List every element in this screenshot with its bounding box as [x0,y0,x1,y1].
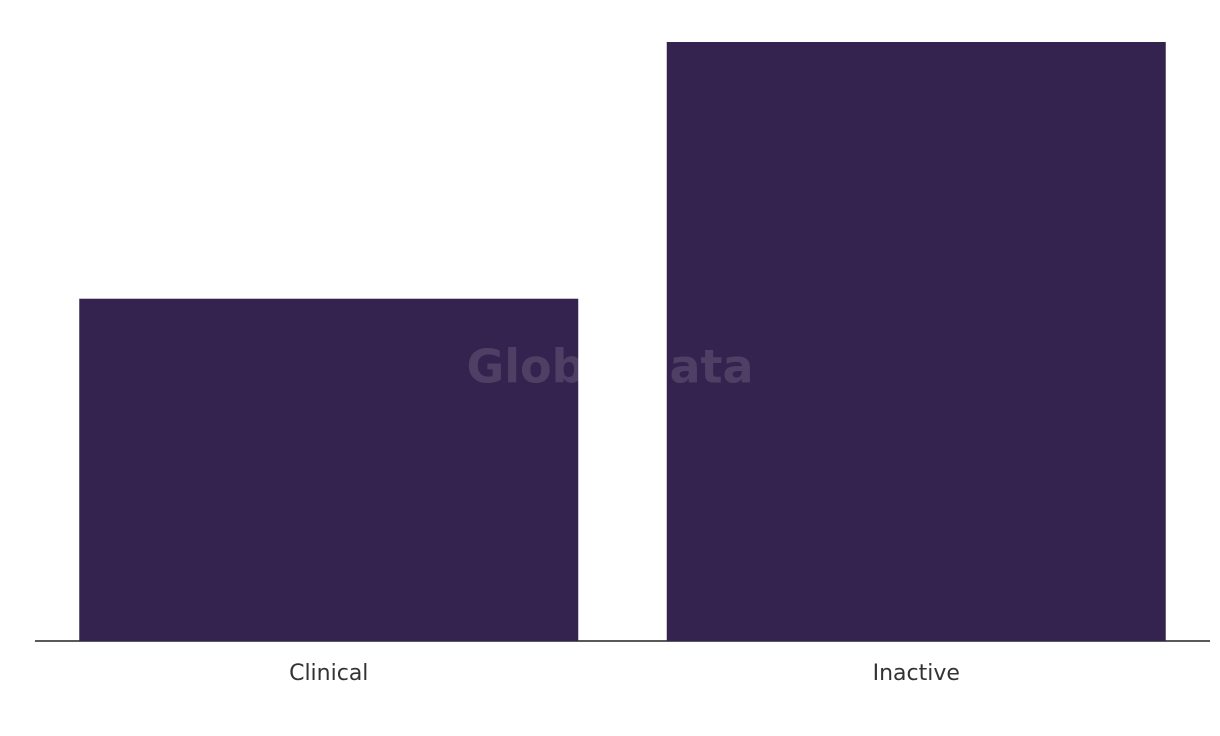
watermark: GlobalData [466,340,753,394]
bar [666,42,1166,641]
x-tick-label: Inactive [873,661,960,686]
bar [79,298,579,641]
x-tick-label: Clinical [289,661,368,686]
